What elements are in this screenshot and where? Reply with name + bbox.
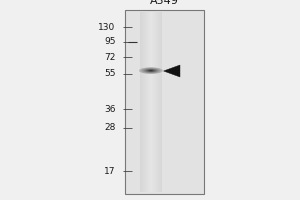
Bar xyxy=(140,12,162,192)
Bar xyxy=(159,12,160,192)
Bar xyxy=(157,12,158,192)
Bar xyxy=(151,12,152,192)
Text: 95: 95 xyxy=(104,38,116,46)
Bar xyxy=(141,12,142,192)
Bar xyxy=(148,12,149,192)
Bar xyxy=(153,12,154,192)
Text: 36: 36 xyxy=(104,104,116,114)
Bar xyxy=(124,10,204,194)
Text: 17: 17 xyxy=(104,166,116,176)
Bar xyxy=(147,12,148,192)
Text: A549: A549 xyxy=(150,0,179,6)
Text: 55: 55 xyxy=(104,70,116,78)
Polygon shape xyxy=(164,65,180,77)
Bar xyxy=(145,12,146,192)
Text: 130: 130 xyxy=(98,22,116,31)
Bar xyxy=(146,12,147,192)
Bar xyxy=(156,12,157,192)
Bar xyxy=(144,12,145,192)
Bar xyxy=(140,12,141,192)
Text: 72: 72 xyxy=(104,52,116,62)
Bar xyxy=(161,12,162,192)
Bar xyxy=(149,12,150,192)
Bar xyxy=(158,12,159,192)
Bar xyxy=(154,12,155,192)
Bar xyxy=(155,12,156,192)
Bar xyxy=(160,12,161,192)
Bar xyxy=(150,12,151,192)
Bar xyxy=(152,12,153,192)
Bar xyxy=(143,12,144,192)
Bar xyxy=(142,12,143,192)
Text: 28: 28 xyxy=(104,123,116,132)
